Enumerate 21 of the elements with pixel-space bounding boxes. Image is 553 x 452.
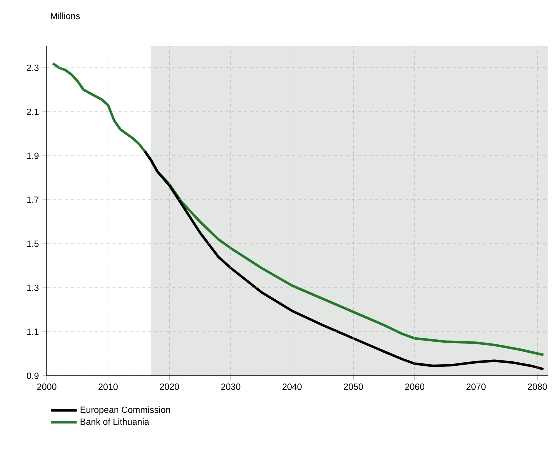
y-tick-label: 2.3 xyxy=(27,64,39,72)
x-tick-label: 2040 xyxy=(282,384,302,390)
y-axis-title: Millions xyxy=(51,12,80,20)
y-tick-label: 1.7 xyxy=(27,196,39,204)
y-tick-label: 1.5 xyxy=(27,240,39,248)
legend-label: Bank of Lithuania xyxy=(80,418,150,426)
x-tick-label: 2070 xyxy=(466,384,486,390)
x-tick-label: 2060 xyxy=(405,384,425,390)
x-tick-label: 2050 xyxy=(344,384,364,390)
x-tick-label: 2080 xyxy=(528,384,548,390)
line-series xyxy=(144,150,545,371)
y-tick-label: 0.9 xyxy=(27,372,39,380)
y-tick-label: 1.1 xyxy=(27,328,39,336)
y-tick-label: 1.9 xyxy=(27,152,39,160)
x-tick-label: 2020 xyxy=(160,384,180,390)
x-tick-label: 2030 xyxy=(221,384,241,390)
y-tick-label: 1.3 xyxy=(27,284,39,292)
x-tick-label: 2000 xyxy=(37,384,57,390)
y-tick-label: 2.1 xyxy=(27,108,39,116)
x-tick-label: 2010 xyxy=(98,384,118,390)
legend-label: European Commission xyxy=(80,406,170,415)
